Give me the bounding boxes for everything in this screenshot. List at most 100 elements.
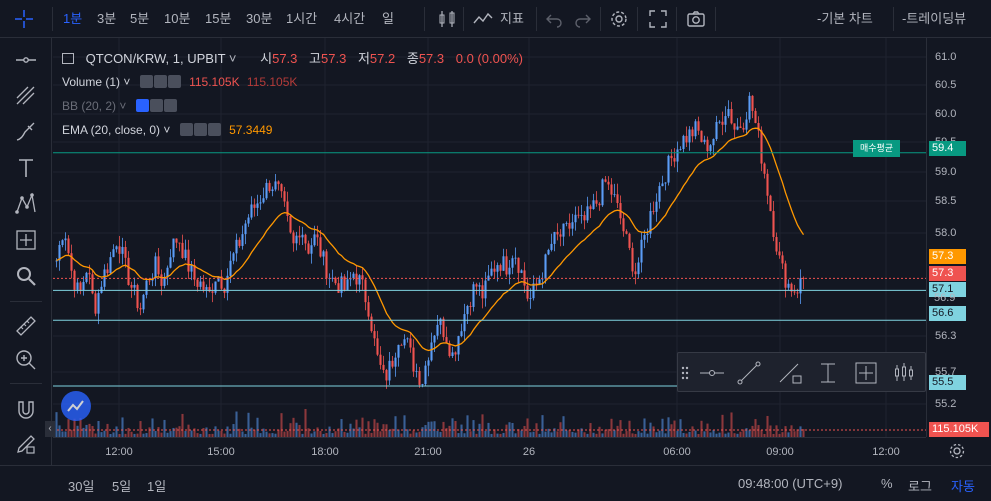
- undo-icon[interactable]: [544, 9, 564, 29]
- candles-icon[interactable]: [437, 9, 457, 29]
- settings-icon[interactable]: [149, 99, 163, 112]
- volume-bar: [529, 432, 532, 437]
- crosshair-icon[interactable]: [14, 9, 34, 29]
- remove-icon[interactable]: [207, 123, 221, 136]
- brush-icon[interactable]: [14, 120, 38, 144]
- candle-body: [601, 179, 604, 206]
- measure-range-icon[interactable]: [14, 228, 38, 252]
- scroll-left-icon[interactable]: ‹: [45, 421, 55, 437]
- clock-timezone[interactable]: 09:48:00 (UTC+9): [738, 476, 843, 491]
- candle-body: [784, 263, 787, 288]
- drag-handle-icon[interactable]: [681, 365, 689, 381]
- horizontal-ray-icon[interactable]: [696, 357, 728, 389]
- candle-body: [70, 253, 73, 271]
- candle-bars-icon[interactable]: [888, 357, 920, 389]
- trend-line-icon[interactable]: [733, 357, 765, 389]
- volume-bar: [214, 426, 217, 437]
- settings-icon[interactable]: [193, 123, 207, 136]
- volume-bar: [616, 425, 619, 437]
- horizontal-line-icon[interactable]: [14, 48, 38, 72]
- range-30d-button[interactable]: 30일: [68, 479, 95, 494]
- volume-bar: [739, 431, 742, 437]
- axis-settings-icon[interactable]: [948, 442, 966, 460]
- bb-study-label[interactable]: BB (20, 2): [62, 99, 117, 113]
- interval-button[interactable]: 1시간: [286, 11, 318, 26]
- candle-body: [424, 365, 427, 385]
- pattern-tool-icon[interactable]: [14, 192, 38, 216]
- auto-toggle[interactable]: 자동: [951, 479, 975, 494]
- percent-toggle[interactable]: %: [881, 476, 893, 491]
- collapse-legend-icon[interactable]: [62, 53, 74, 64]
- trend-lines-icon[interactable]: [14, 84, 38, 108]
- volume-bar: [754, 419, 757, 437]
- toolbar-divider: [463, 7, 464, 31]
- visibility-icon[interactable]: [139, 75, 153, 88]
- price-axis[interactable]: 61.060.560.059.559.058.558.056.355.755.2: [926, 38, 991, 437]
- symbol-title[interactable]: QTCON/KRW, 1, UPBIT: [85, 51, 226, 66]
- settings-icon[interactable]: [153, 75, 167, 88]
- indicators-button[interactable]: 지표: [500, 11, 524, 26]
- zoom-search-icon[interactable]: [14, 264, 38, 288]
- hidden-eye-icon[interactable]: [135, 99, 149, 112]
- tradingview-button[interactable]: -트레이딩뷰: [902, 11, 967, 26]
- fullscreen-icon[interactable]: [648, 9, 668, 29]
- chart-logo-icon[interactable]: [61, 391, 91, 421]
- candle-body: [523, 270, 526, 286]
- volume-bar: [103, 430, 106, 437]
- date-range-icon[interactable]: [850, 357, 882, 389]
- price-chart[interactable]: [53, 38, 926, 437]
- candle-body: [364, 279, 367, 303]
- settings-gear-icon[interactable]: [609, 9, 629, 29]
- candle-body: [274, 181, 277, 190]
- range-5d-button[interactable]: 5일: [112, 479, 132, 494]
- interval-button[interactable]: 10분: [164, 11, 191, 26]
- arrow-line-icon[interactable]: [773, 357, 805, 389]
- ema-study-label[interactable]: EMA (20, close, 0): [62, 123, 161, 137]
- magnet-icon[interactable]: [14, 398, 38, 422]
- candle-body: [58, 245, 61, 261]
- candle-body: [85, 272, 88, 282]
- volume-bar: [661, 418, 664, 437]
- volume-bar: [592, 432, 595, 437]
- volume-bar: [685, 433, 688, 437]
- interval-button[interactable]: 3분: [97, 11, 117, 26]
- remove-icon[interactable]: [167, 75, 181, 88]
- candle-body: [385, 369, 388, 381]
- volume-study-label[interactable]: Volume (1): [62, 75, 121, 89]
- vertical-position-icon[interactable]: [812, 357, 844, 389]
- volume-bar: [730, 412, 733, 437]
- remove-icon[interactable]: [163, 99, 177, 112]
- candle-body: [202, 281, 205, 290]
- lock-drawing-icon[interactable]: [14, 432, 38, 456]
- candle-body: [439, 318, 442, 325]
- zoom-in-icon[interactable]: [14, 348, 38, 372]
- interval-button[interactable]: 4시간: [334, 11, 366, 26]
- toolbar-divider: [600, 7, 601, 31]
- log-toggle[interactable]: 로그: [908, 479, 932, 494]
- interval-button[interactable]: 5분: [130, 11, 150, 26]
- camera-icon[interactable]: [686, 9, 706, 29]
- interval-button[interactable]: 30분: [246, 11, 273, 26]
- volume-bar: [139, 421, 142, 437]
- volume-bar: [181, 413, 184, 437]
- volume-bar: [253, 429, 256, 437]
- volume-bar: [178, 426, 181, 437]
- volume-bar: [223, 433, 226, 437]
- interval-button[interactable]: 15분: [205, 11, 232, 26]
- text-tool-icon[interactable]: [14, 156, 38, 180]
- volume-bar: [460, 424, 463, 437]
- volume-bar: [781, 432, 784, 437]
- visibility-icon[interactable]: [179, 123, 193, 136]
- indicators-icon[interactable]: [473, 9, 493, 29]
- redo-icon[interactable]: [573, 9, 593, 29]
- range-1d-button[interactable]: 1일: [147, 479, 167, 494]
- ruler-icon[interactable]: [14, 314, 38, 338]
- interval-button[interactable]: 일: [382, 11, 394, 26]
- candle-body: [484, 280, 487, 299]
- volume-bar: [598, 426, 601, 437]
- time-axis[interactable]: 12:00 15:00 18:00 21:00 26 06:00 09:00 12:00: [53, 437, 926, 465]
- candle-body: [538, 279, 541, 285]
- candle-body: [88, 272, 91, 275]
- basic-chart-button[interactable]: -기본 차트: [817, 11, 873, 26]
- interval-button[interactable]: 1분: [63, 11, 83, 26]
